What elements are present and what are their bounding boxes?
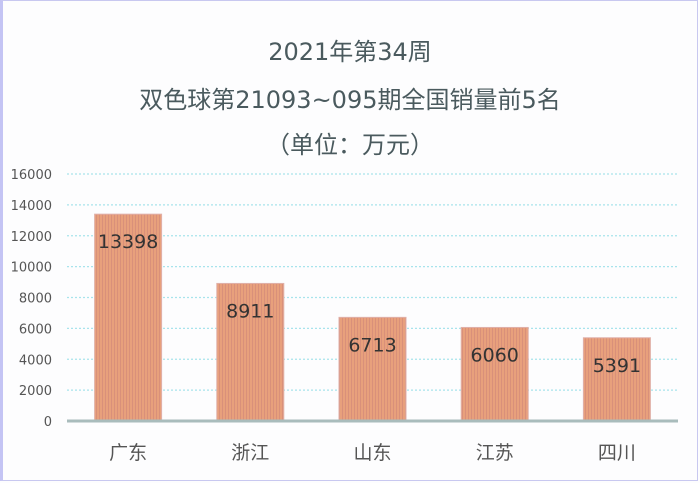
y-tick-label: 4000 [19,353,52,368]
x-tick-label: 江苏 [476,442,514,464]
bar [216,282,285,422]
y-tick-label: 12000 [11,230,52,245]
chart-title-line-3: （单位：万元） [266,131,434,159]
data-label: 8911 [226,300,274,322]
y-tick-label: 14000 [11,199,52,214]
data-label: 6060 [471,344,519,366]
x-tick-label: 山东 [353,442,391,464]
bar [338,316,407,422]
y-tick-label: 2000 [19,384,52,399]
data-label: 6713 [348,334,396,356]
bar [582,337,651,422]
chart-title-line-2: 双色球第21093~095期全国销量前5名 [139,86,561,114]
y-tick-label: 16000 [11,168,52,183]
x-tick-label: 浙江 [231,442,269,464]
bar [94,213,163,422]
bar [460,326,529,422]
x-tick-label: 广东 [109,442,147,464]
chart-title-line-1: 2021年第34周 [268,38,432,66]
data-label: 13398 [98,231,158,253]
y-tick-label: 10000 [11,261,52,276]
y-tick-label: 6000 [19,322,52,337]
x-tick-label: 四川 [598,442,636,464]
y-tick-label: 0 [44,415,52,430]
data-label: 5391 [593,355,641,377]
y-tick-label: 8000 [19,292,52,307]
